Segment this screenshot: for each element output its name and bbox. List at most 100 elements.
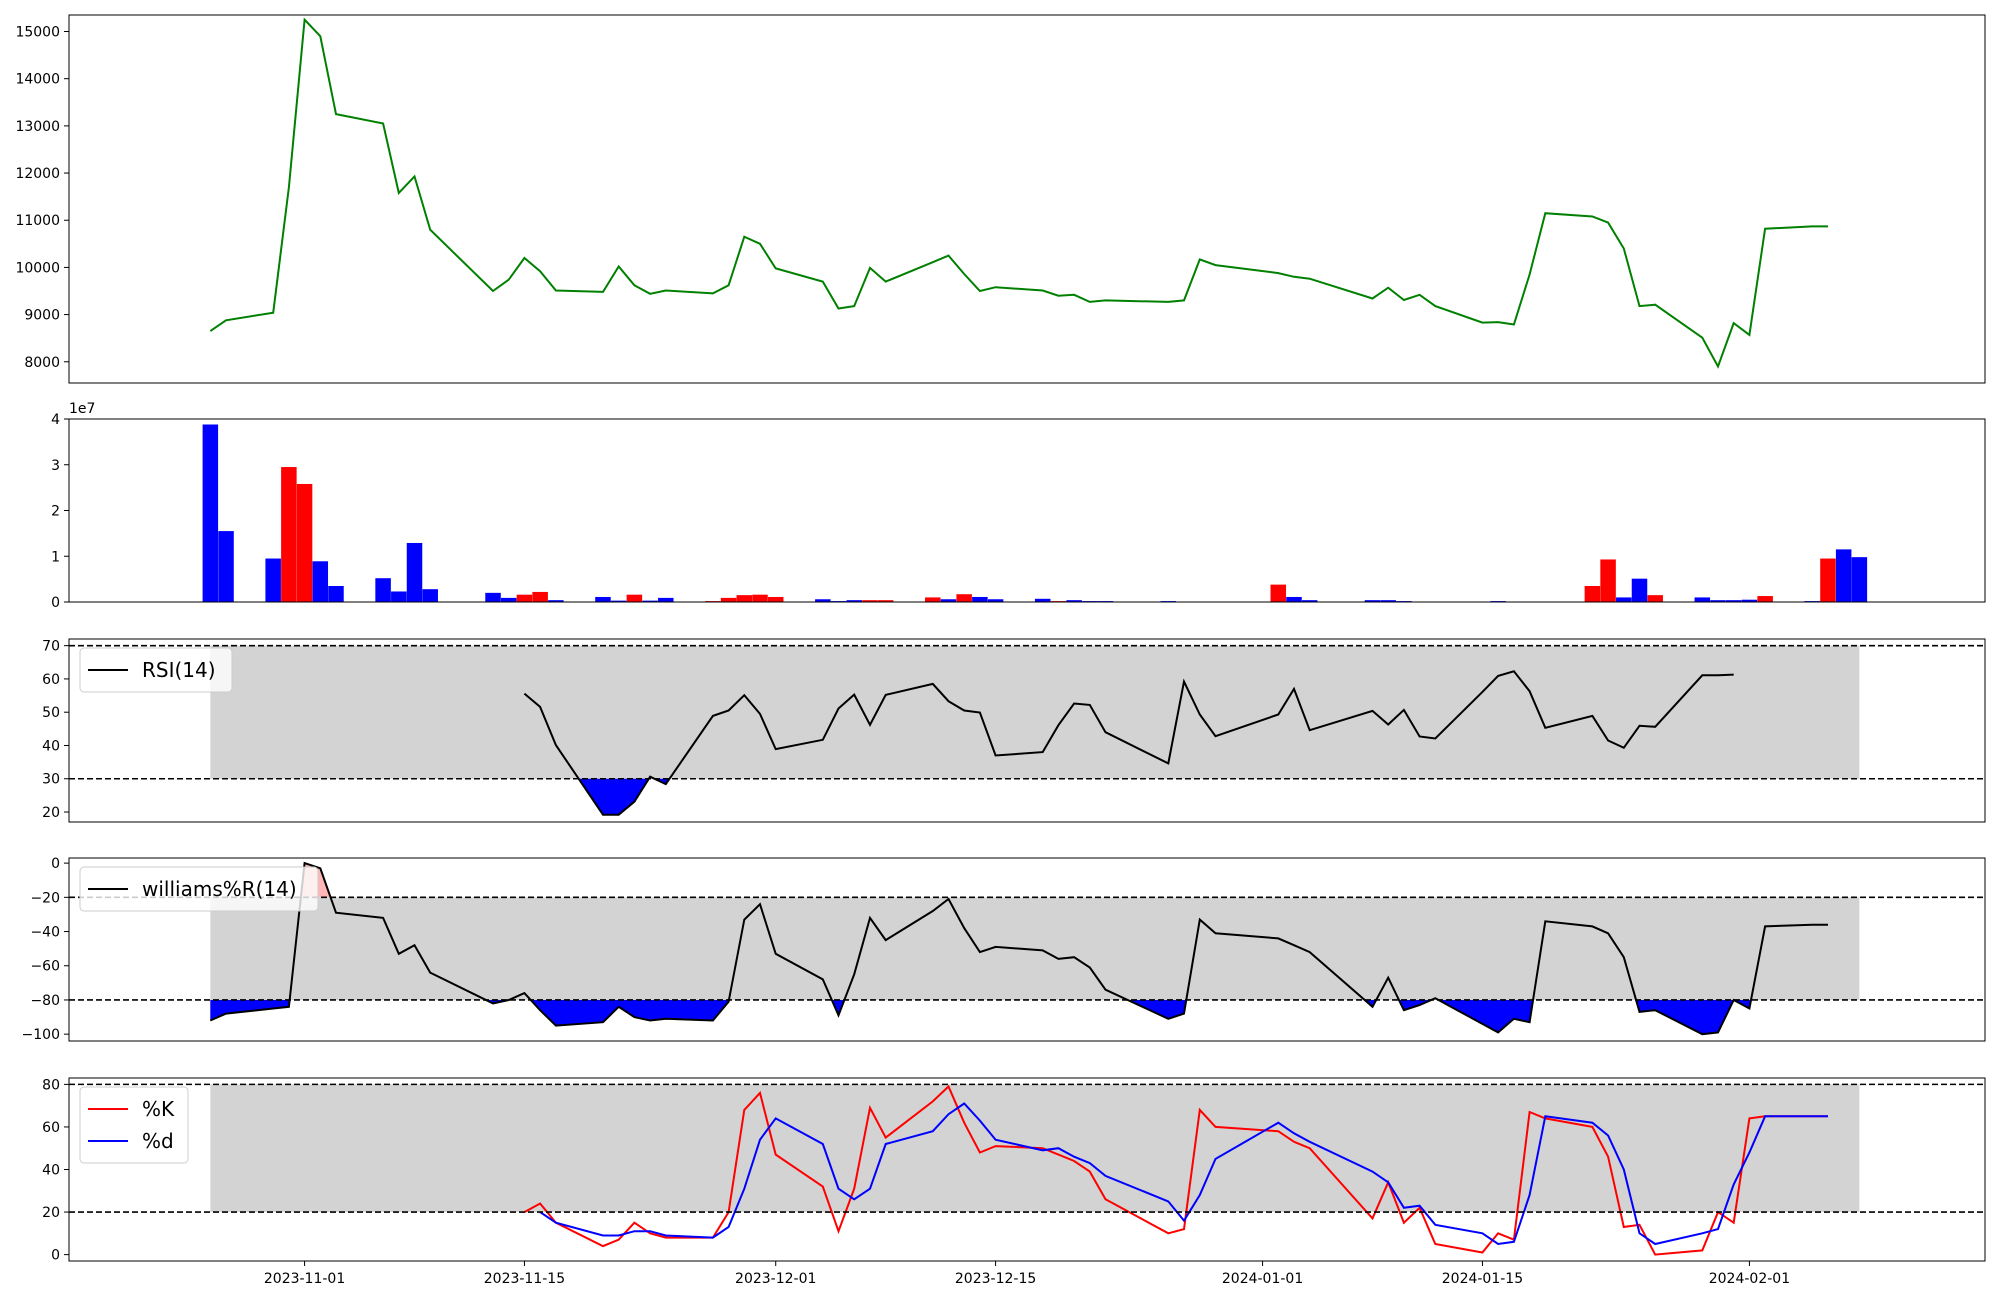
legend-label: RSI(14) bbox=[142, 658, 216, 682]
price-panel: 8000 9000 10000 11000 12000 13000 14000 15000 bbox=[15, 14, 1986, 384]
volume-bar bbox=[1741, 599, 1758, 602]
volume-bar bbox=[1270, 584, 1287, 602]
y-tick-label: 13000 bbox=[15, 119, 60, 135]
volume-bar bbox=[720, 597, 737, 602]
volume-bar bbox=[532, 591, 548, 602]
williams-panel: 0 −20 −40 −60 −80 −100 williams%R(14) bbox=[22, 856, 1986, 1043]
volume-bar bbox=[846, 600, 862, 602]
volume-bar bbox=[987, 599, 1004, 602]
y-tick-label: 3 bbox=[51, 458, 60, 474]
volume-bar bbox=[1835, 549, 1852, 602]
extreme-zone-fill bbox=[530, 1000, 729, 1026]
extreme-zone-fill bbox=[1636, 1000, 1734, 1035]
price-line bbox=[209, 17, 1828, 369]
volume-bar bbox=[218, 531, 234, 602]
axes-frame bbox=[68, 1077, 1986, 1262]
volume-bar bbox=[548, 600, 564, 602]
y-tick-label: 14000 bbox=[15, 72, 60, 88]
volume-bar bbox=[406, 542, 423, 602]
volume-bar bbox=[626, 594, 643, 602]
d-line bbox=[539, 1102, 1828, 1246]
volume-bar bbox=[610, 600, 627, 602]
volume-bar bbox=[862, 600, 878, 602]
volume-bar bbox=[1286, 596, 1302, 602]
volume-bar bbox=[1600, 559, 1616, 602]
y-tick-label: −20 bbox=[30, 890, 60, 906]
volume-bar bbox=[296, 483, 313, 602]
y-tick-label: 50 bbox=[42, 705, 60, 721]
volume-bar bbox=[642, 600, 658, 602]
volume-bar bbox=[940, 599, 957, 602]
volume-bar bbox=[516, 594, 533, 602]
volume-bar bbox=[956, 594, 972, 602]
y-tick-label: 4 bbox=[51, 412, 60, 428]
y-tick-label: 9000 bbox=[24, 308, 60, 324]
legend-label: williams%R(14) bbox=[142, 877, 297, 901]
volume-bar bbox=[815, 599, 831, 602]
y-tick-label: −40 bbox=[30, 925, 60, 941]
volume-bar bbox=[1631, 578, 1648, 602]
y-tick-label: 12000 bbox=[15, 166, 60, 182]
y-tick-label: 40 bbox=[42, 1163, 60, 1179]
y-tick-label: 40 bbox=[42, 738, 60, 754]
volume-bar bbox=[658, 597, 674, 602]
y-tick-label: 0 bbox=[51, 1248, 60, 1264]
y-tick-label: 8000 bbox=[24, 355, 60, 371]
volume-bar bbox=[1725, 600, 1742, 602]
stochastic-panel: 0 20 40 60 80 %K %d 2023-11-01 2023-11-15 2023-12… bbox=[42, 1077, 1986, 1287]
axes-frame bbox=[68, 857, 1986, 1042]
neutral-zone-band bbox=[210, 897, 1860, 1000]
y-tick-label: 1 bbox=[51, 549, 60, 565]
volume-bar bbox=[1616, 597, 1632, 602]
volume-bar bbox=[312, 561, 329, 602]
y-tick-label: 11000 bbox=[15, 213, 60, 229]
y-tick-label: −100 bbox=[22, 1027, 60, 1043]
volume-bar bbox=[972, 596, 988, 602]
y-tick-label: 20 bbox=[42, 1205, 60, 1221]
axes-frame bbox=[68, 14, 1986, 384]
x-tick-label: 2023-12-01 bbox=[735, 1271, 816, 1287]
legend-label: %d bbox=[142, 1129, 174, 1153]
volume-bar bbox=[265, 558, 281, 602]
extreme-zone-fill bbox=[1438, 1000, 1533, 1033]
volume-bar bbox=[1710, 600, 1726, 602]
volume-bar bbox=[375, 578, 391, 602]
volume-bar bbox=[1647, 595, 1663, 602]
volume-bar bbox=[877, 600, 894, 602]
k-line bbox=[523, 1084, 1828, 1256]
legend-box bbox=[79, 647, 233, 693]
volume-bar bbox=[1380, 600, 1396, 602]
volume-bar bbox=[202, 424, 219, 602]
volume-bar bbox=[1820, 558, 1836, 602]
extreme-zone-fill bbox=[1127, 1000, 1187, 1019]
volume-bar bbox=[925, 597, 941, 602]
y-tick-label: 70 bbox=[42, 639, 60, 655]
y-tick-label: 10000 bbox=[15, 260, 60, 276]
x-tick-label: 2024-02-01 bbox=[1709, 1271, 1790, 1287]
neutral-zone-band bbox=[210, 645, 1860, 779]
volume-bar bbox=[1301, 600, 1318, 602]
volume-bar bbox=[485, 592, 501, 602]
x-tick-label: 2023-11-15 bbox=[484, 1271, 565, 1287]
x-tick-label: 2023-11-01 bbox=[264, 1271, 345, 1287]
volume-bar bbox=[391, 591, 407, 602]
volume-bar bbox=[1584, 585, 1601, 602]
volume-bar bbox=[1694, 597, 1711, 602]
y-tick-label: −60 bbox=[30, 959, 60, 975]
y-tick-label: 15000 bbox=[15, 25, 60, 41]
y-tick-label: 60 bbox=[42, 1120, 60, 1136]
y-tick-label: 0 bbox=[51, 856, 60, 872]
rsi-line bbox=[523, 670, 1734, 816]
extreme-zone-fill bbox=[578, 778, 649, 815]
x-tick-label: 2024-01-15 bbox=[1442, 1271, 1523, 1287]
y-tick-label: 60 bbox=[42, 672, 60, 688]
volume-bar bbox=[595, 596, 611, 602]
volume-bar bbox=[1757, 596, 1773, 602]
y-tick-label: 0 bbox=[51, 595, 60, 611]
volume-bar bbox=[1851, 557, 1868, 602]
volume-bar bbox=[500, 597, 517, 602]
y-tick-label: 20 bbox=[42, 805, 60, 821]
x-tick-label: 2024-01-01 bbox=[1222, 1271, 1303, 1287]
volume-bar bbox=[328, 585, 344, 602]
